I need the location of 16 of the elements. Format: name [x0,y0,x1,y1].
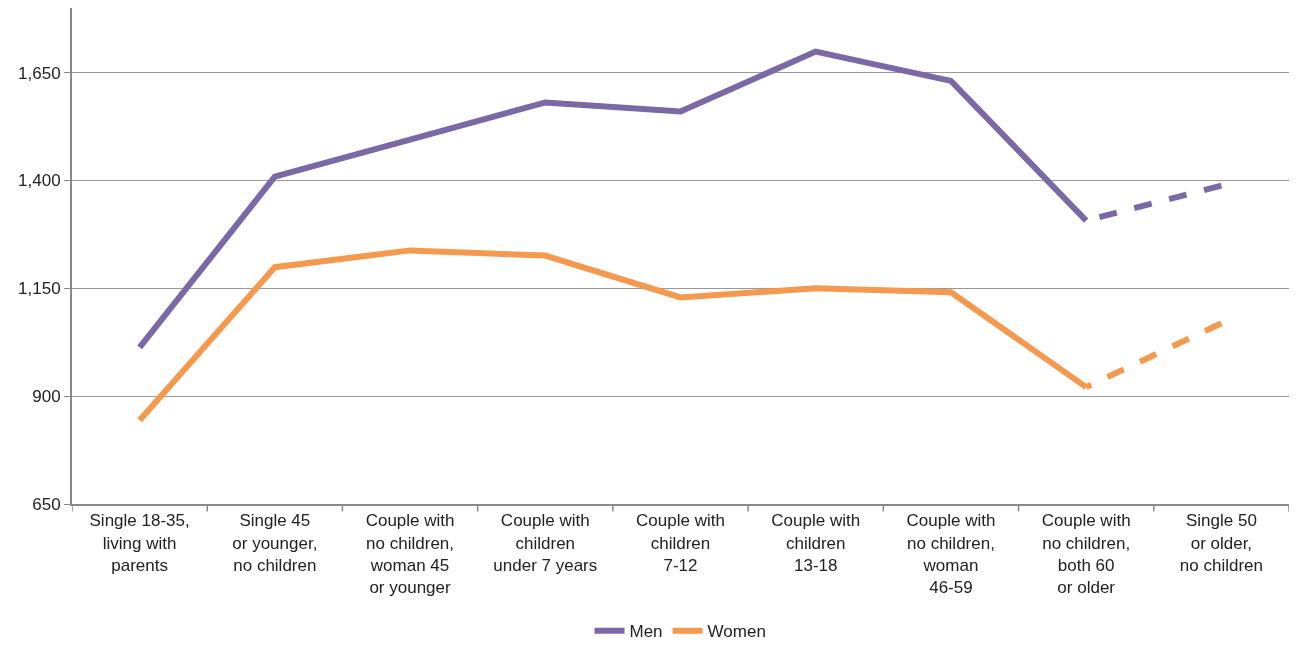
x-tick-label: Couple with no children, woman 46-59 [906,511,996,597]
x-tick-label: Couple with children 7-12 [636,511,725,575]
y-tick-label: 900 [32,387,61,407]
x-tick-label: Couple with no children, woman 45 or younger [365,511,455,597]
legend-label: Men [629,622,663,642]
x-tick-label: Couple with children 13-18 [771,511,861,575]
y-tick-label: 1,150 [18,279,61,299]
y-tick-label: 1,650 [18,63,61,83]
x-tick-label: Couple with children under 7 years [493,511,598,575]
legend-label: Women [707,622,766,642]
y-tick-label: 1,400 [18,171,61,191]
x-tick-label: Single 50 or older, no children [1179,511,1263,575]
y-tick-label: 650 [32,494,61,514]
x-tick-label: Single 45 or younger, no children [232,511,318,575]
x-tick-label: Single 18-35, living with parents [89,511,190,575]
x-tick-label: Couple with no children, both 60 or older [1041,511,1131,597]
